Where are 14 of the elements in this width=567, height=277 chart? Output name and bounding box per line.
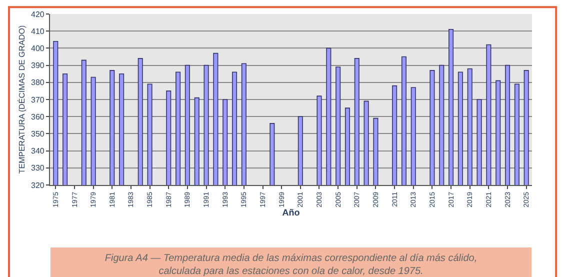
y-axis-title: TEMPERATURA (DÉCIMAS DE GRADO) <box>18 25 27 174</box>
y-tick-label: 330 <box>31 164 45 173</box>
x-axis-title: Año <box>282 207 300 218</box>
y-tick-label: 420 <box>31 10 45 19</box>
y-tick-label: 360 <box>31 112 45 122</box>
text: Figura A4 — Temperatura media de las máximas correspondiente al día más cálido, calculada para las estaciones con ola de calor, desde 1975. <box>104 253 478 277</box>
y-tick-label: 370 <box>31 95 45 104</box>
y-tick-label: 410 <box>31 26 45 36</box>
y-tick-label: 390 <box>31 61 45 70</box>
y-tick-label: 400 <box>31 44 45 53</box>
y-tick-label: 320 <box>31 180 45 190</box>
y-tick-label: 350 <box>31 130 45 138</box>
y-tick-label: 380 <box>31 78 45 88</box>
y-tick-label: 340 <box>31 146 45 156</box>
